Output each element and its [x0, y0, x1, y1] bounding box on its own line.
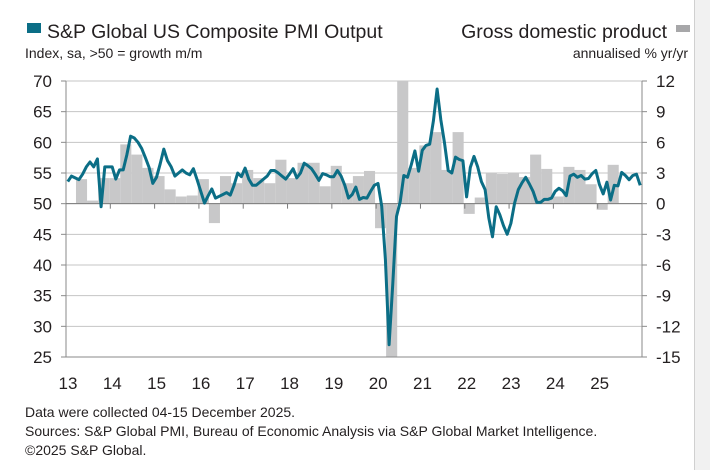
- pmi-line: [66, 87, 642, 347]
- gdp-bar: [308, 162, 320, 204]
- x-tick-label: 21: [413, 374, 432, 393]
- footer-collection-note: Data were collected 04-15 December 2025.: [25, 404, 295, 420]
- gdp-bar: [519, 177, 531, 204]
- gdp-bar: [574, 169, 586, 204]
- x-tick-label: 13: [59, 374, 78, 393]
- gdp-bar: [264, 183, 276, 204]
- gdp-bar: [408, 167, 420, 204]
- right-tick-label: 12: [656, 72, 675, 91]
- legend-swatch-pmi: [27, 23, 41, 33]
- gdp-bar: [186, 195, 198, 204]
- page-edge: [694, 0, 710, 470]
- left-tick-label: 60: [33, 133, 52, 152]
- gdp-bar: [541, 168, 553, 204]
- right-tick-label: -6: [656, 256, 671, 275]
- gdp-bar: [253, 178, 265, 204]
- gdp-bar: [474, 197, 486, 204]
- gdp-bar: [607, 164, 619, 204]
- gdp-bar: [208, 203, 220, 224]
- left-tick-label: 40: [33, 256, 52, 275]
- gdp-bar: [397, 81, 409, 204]
- gdp-bar: [363, 170, 376, 204]
- gdp-bar: [319, 186, 331, 204]
- gdp-bar: [231, 183, 243, 204]
- left-tick-label: 55: [33, 164, 52, 183]
- x-tick-label: 17: [236, 374, 255, 393]
- gdp-bar: [297, 162, 309, 204]
- gdp-bar: [530, 154, 542, 204]
- left-axis-title: Index, sa, >50 = growth m/m: [25, 45, 202, 61]
- footer-sources: Sources: S&P Global PMI, Bureau of Econo…: [25, 423, 597, 439]
- right-tick-label: -15: [656, 348, 681, 367]
- x-tick-label: 24: [546, 374, 565, 393]
- x-tick-label: 15: [147, 374, 166, 393]
- x-tick-label: 25: [590, 374, 609, 393]
- gdp-bar: [175, 196, 187, 204]
- right-tick-label: 9: [656, 103, 665, 122]
- gdp-bar: [286, 178, 298, 204]
- gdp-bar: [496, 174, 508, 204]
- right-tick-label: 3: [656, 164, 665, 183]
- gdp-bar: [242, 169, 254, 204]
- gdp-bar: [430, 132, 442, 204]
- right-tick-label: -3: [656, 225, 671, 244]
- gdp-bar: [419, 145, 431, 204]
- legend-swatch-gdp: [676, 25, 690, 32]
- legend-label-pmi: S&P Global US Composite PMI Output: [47, 21, 383, 43]
- gdp-bar: [585, 184, 597, 204]
- footer-copyright: ©2025 S&P Global.: [25, 442, 146, 458]
- x-tick-label: 23: [502, 374, 521, 393]
- gdp-bar: [131, 154, 143, 204]
- gdp-bar: [219, 176, 232, 204]
- right-tick-label: -9: [656, 287, 671, 306]
- gdp-bar: [142, 167, 154, 204]
- x-tick-label: 20: [369, 374, 388, 393]
- gdp-bar: [197, 179, 209, 204]
- gdp-bar: [75, 179, 88, 204]
- left-tick-label: 50: [33, 195, 52, 214]
- gdp-bar: [87, 200, 99, 204]
- gdp-bar: [507, 173, 520, 204]
- x-tick-label: 18: [280, 374, 299, 393]
- gdp-bar: [275, 159, 287, 204]
- left-tick-label: 45: [33, 225, 52, 244]
- gdp-bar: [552, 196, 564, 204]
- gdp-bar: [120, 144, 132, 204]
- left-tick-label: 25: [33, 348, 52, 367]
- right-tick-label: 6: [656, 133, 665, 152]
- gdp-bar: [596, 203, 608, 210]
- gdp-bar: [164, 189, 176, 204]
- left-tick-label: 65: [33, 103, 52, 122]
- gdp-bar: [330, 165, 342, 204]
- x-tick-label: 22: [457, 374, 476, 393]
- x-tick-label: 14: [103, 374, 122, 393]
- right-tick-label: 0: [656, 195, 665, 214]
- left-tick-label: 35: [33, 287, 52, 306]
- gdp-bar: [441, 169, 453, 204]
- legend-label-gdp: Gross domestic product: [461, 21, 667, 43]
- gdp-bar: [375, 203, 387, 229]
- gdp-bar: [153, 176, 165, 204]
- right-axis-title: annualised % yr/yr: [573, 45, 689, 61]
- left-tick-label: 70: [33, 72, 52, 91]
- gdp-bar: [463, 203, 475, 214]
- gdp-bar: [109, 178, 121, 204]
- gdp-bar: [452, 132, 464, 204]
- x-tick-label: 16: [191, 374, 210, 393]
- x-tick-label: 19: [324, 374, 343, 393]
- gdp-bar: [352, 176, 364, 204]
- right-tick-label: -12: [656, 317, 681, 336]
- gdp-bar: [485, 173, 497, 204]
- left-tick-label: 30: [33, 317, 52, 336]
